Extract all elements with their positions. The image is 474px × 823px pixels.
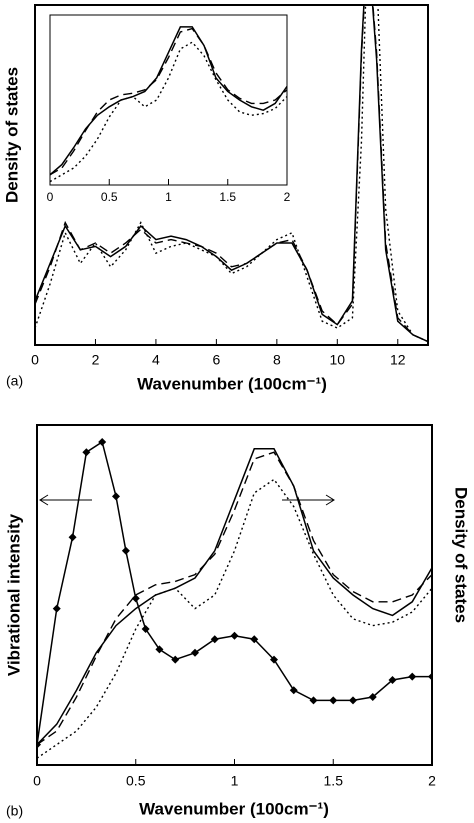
x-tick-label: 1 bbox=[165, 190, 172, 204]
marker bbox=[250, 635, 259, 644]
plot-lines bbox=[37, 438, 432, 759]
marker bbox=[141, 625, 150, 633]
x-tick-label: 4 bbox=[152, 352, 160, 368]
x-tick-label: 0.5 bbox=[126, 773, 146, 789]
marker bbox=[388, 676, 397, 684]
x-axis-label: Wavenumber (100cm⁻¹) bbox=[137, 374, 327, 393]
series-line bbox=[35, 5, 428, 343]
marker bbox=[131, 594, 140, 603]
series-line bbox=[35, 5, 428, 343]
arrow-right bbox=[282, 494, 335, 506]
marker bbox=[210, 635, 219, 644]
marker bbox=[230, 631, 239, 640]
x-tick-label: 0 bbox=[33, 773, 41, 789]
plot-frame bbox=[34, 4, 429, 346]
x-tick-label: 0 bbox=[47, 190, 54, 204]
panel-label: (b) bbox=[6, 803, 23, 819]
marker bbox=[289, 686, 298, 695]
plot-lines bbox=[35, 5, 428, 343]
plot-frame bbox=[36, 424, 433, 766]
x-tick-label: 6 bbox=[212, 352, 220, 368]
x-tick-label: 2 bbox=[284, 190, 291, 204]
marker bbox=[368, 693, 377, 701]
x-axis-label: Wavenumber (100cm⁻¹) bbox=[139, 799, 329, 818]
series-line bbox=[37, 451, 432, 746]
y-axis-label: Vibrational intensity bbox=[4, 513, 23, 676]
plot-lines bbox=[50, 26, 287, 183]
x-tick-label: 0 bbox=[31, 352, 39, 368]
marker bbox=[309, 696, 318, 705]
marker bbox=[191, 648, 199, 657]
series-line bbox=[37, 448, 432, 746]
marker bbox=[171, 655, 180, 664]
marker bbox=[329, 696, 338, 705]
x-tick-label: 0.5 bbox=[101, 190, 118, 204]
x-tick-label: 1 bbox=[231, 773, 239, 789]
panel-label: (a) bbox=[6, 373, 23, 389]
series-line bbox=[50, 41, 287, 183]
marker bbox=[82, 448, 91, 457]
marker bbox=[98, 438, 107, 446]
series-line bbox=[50, 27, 287, 176]
marker bbox=[270, 655, 278, 664]
series-line bbox=[37, 478, 432, 759]
marker bbox=[121, 546, 130, 555]
plot-frame bbox=[49, 14, 288, 186]
x-tick-label: 1.5 bbox=[219, 190, 236, 204]
y2-axis-label: Density of states bbox=[452, 487, 471, 623]
marker bbox=[408, 672, 417, 681]
marker bbox=[52, 604, 61, 613]
marker bbox=[112, 492, 120, 501]
x-tick-label: 8 bbox=[273, 352, 281, 368]
marker bbox=[68, 533, 77, 542]
inset-background bbox=[50, 15, 287, 185]
x-tick-label: 2 bbox=[92, 352, 100, 368]
x-tick-label: 10 bbox=[330, 352, 346, 368]
x-tick-label: 1.5 bbox=[324, 773, 344, 789]
marker bbox=[155, 645, 164, 654]
marker bbox=[349, 696, 357, 705]
x-tick-label: 2 bbox=[428, 773, 436, 789]
x-tick-label: 12 bbox=[390, 352, 406, 368]
y-axis-label: Density of states bbox=[2, 67, 21, 203]
arrow-left bbox=[39, 494, 92, 506]
series-line bbox=[50, 26, 287, 176]
